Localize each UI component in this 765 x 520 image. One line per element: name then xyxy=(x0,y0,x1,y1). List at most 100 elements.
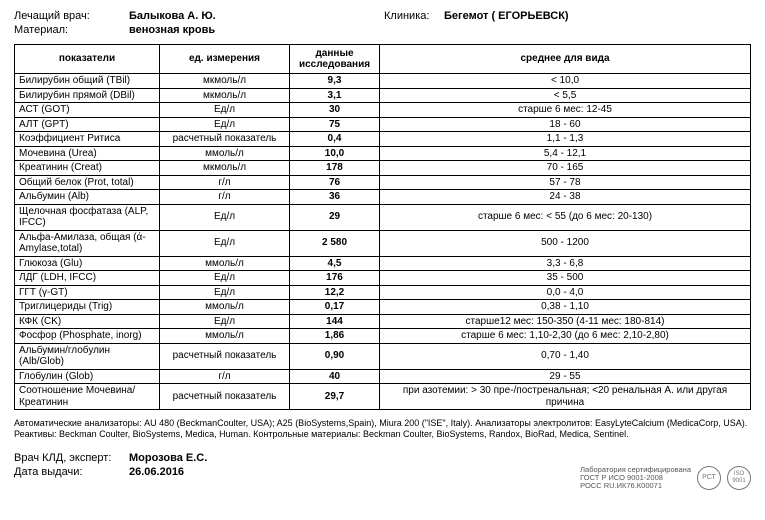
param-name: Билирубин общий (TBil) xyxy=(15,74,160,89)
col-ref: среднее для вида xyxy=(380,45,751,74)
param-ref: 500 - 1200 xyxy=(380,230,751,256)
col-result: данные исследования xyxy=(290,45,380,74)
table-row: Альфа-Амилаза, общая (ά-Amylase,total)Ед… xyxy=(15,230,751,256)
table-row: Альбумин/глобулин (Alb/Glob)расчетный по… xyxy=(15,343,751,369)
param-unit: Ед/л xyxy=(160,103,290,118)
table-row: Соотношение Мочевина/Креатининрасчетный … xyxy=(15,384,751,410)
param-result: 12,2 xyxy=(290,285,380,300)
material-value: венозная кровь xyxy=(129,24,384,36)
param-ref: 70 - 165 xyxy=(380,161,751,176)
table-row: Щелочная фосфатаза (ALP, IFCC)Ед/л29стар… xyxy=(15,204,751,230)
table-row: Мочевина (Urea)ммоль/л10,05,4 - 12,1 xyxy=(15,146,751,161)
param-ref: 1,1 - 1,3 xyxy=(380,132,751,147)
param-unit: ммоль/л xyxy=(160,256,290,271)
param-unit: расчетный показатель xyxy=(160,132,290,147)
analyzers-note: Автоматические анализаторы: AU 480 (Beck… xyxy=(14,418,751,440)
table-row: ЛДГ (LDH, IFCC)Ед/л17635 - 500 xyxy=(15,271,751,286)
iso-stamp-icon: ISO9001 xyxy=(727,466,751,490)
param-name: КФК (CK) xyxy=(15,314,160,329)
param-name: Билирубин прямой (DBil) xyxy=(15,88,160,103)
param-unit: г/л xyxy=(160,369,290,384)
param-unit: г/л xyxy=(160,190,290,205)
param-name: Коэффициент Ритиса xyxy=(15,132,160,147)
certification-block: Лаборатория сертифицирована ГОСТ Р ИСО 9… xyxy=(580,466,751,491)
param-unit: расчетный показатель xyxy=(160,384,290,410)
param-ref: 0,38 - 1,10 xyxy=(380,300,751,315)
report-header: Лечащий врач: Балыкова А. Ю. Клиника: Бе… xyxy=(14,10,751,38)
param-result: 0,90 xyxy=(290,343,380,369)
expert-label: Врач КЛД, эксперт: xyxy=(14,452,129,464)
table-header-row: показатели ед. измерения данные исследов… xyxy=(15,45,751,74)
param-result: 176 xyxy=(290,271,380,286)
param-name: Общий белок (Prot, total) xyxy=(15,175,160,190)
doctor-value: Балыкова А. Ю. xyxy=(129,10,384,22)
param-name: Альбумин (Alb) xyxy=(15,190,160,205)
param-unit: Ед/л xyxy=(160,271,290,286)
param-unit: г/л xyxy=(160,175,290,190)
table-row: КФК (CK)Ед/л144старше12 мес: 150-350 (4-… xyxy=(15,314,751,329)
param-unit: ммоль/л xyxy=(160,300,290,315)
param-result: 36 xyxy=(290,190,380,205)
param-result: 4,5 xyxy=(290,256,380,271)
param-name: Альбумин/глобулин (Alb/Glob) xyxy=(15,343,160,369)
param-unit: мкмоль/л xyxy=(160,74,290,89)
param-ref: < 5,5 xyxy=(380,88,751,103)
material-label: Материал: xyxy=(14,24,129,36)
param-unit: Ед/л xyxy=(160,230,290,256)
param-result: 40 xyxy=(290,369,380,384)
table-row: Билирубин общий (TBil)мкмоль/л9,3< 10,0 xyxy=(15,74,751,89)
param-unit: мкмоль/л xyxy=(160,161,290,176)
param-ref: старше 6 мес: 12-45 xyxy=(380,103,751,118)
param-ref: старше12 мес: 150-350 (4-11 мес: 180-814… xyxy=(380,314,751,329)
table-row: АСТ (GOT)Ед/л30старше 6 мес: 12-45 xyxy=(15,103,751,118)
param-name: Креатинин (Creat) xyxy=(15,161,160,176)
table-row: Коэффициент Ритисарасчетный показатель0,… xyxy=(15,132,751,147)
param-unit: ммоль/л xyxy=(160,146,290,161)
table-row: ГГТ (γ-GT)Ед/л12,20,0 - 4,0 xyxy=(15,285,751,300)
param-name: Мочевина (Urea) xyxy=(15,146,160,161)
param-result: 144 xyxy=(290,314,380,329)
param-result: 2 580 xyxy=(290,230,380,256)
table-row: Глюкоза (Glu)ммоль/л4,53,3 - 6,8 xyxy=(15,256,751,271)
param-unit: мкмоль/л xyxy=(160,88,290,103)
param-result: 29 xyxy=(290,204,380,230)
param-ref: 35 - 500 xyxy=(380,271,751,286)
signature-block: Врач КЛД, эксперт: Морозова Е.С. xyxy=(14,452,751,464)
param-unit: расчетный показатель xyxy=(160,343,290,369)
table-row: Общий белок (Prot, total)г/л7657 - 78 xyxy=(15,175,751,190)
param-result: 9,3 xyxy=(290,74,380,89)
table-row: Фосфор (Phosphate, inorg)ммоль/л1,86стар… xyxy=(15,329,751,344)
param-name: ГГТ (γ-GT) xyxy=(15,285,160,300)
param-result: 178 xyxy=(290,161,380,176)
param-ref: < 10,0 xyxy=(380,74,751,89)
param-ref: 29 - 55 xyxy=(380,369,751,384)
param-ref: 5,4 - 12,1 xyxy=(380,146,751,161)
param-ref: 0,70 - 1,40 xyxy=(380,343,751,369)
param-result: 10,0 xyxy=(290,146,380,161)
param-name: АЛТ (GPT) xyxy=(15,117,160,132)
param-ref: старше 6 мес: 1,10-2,30 (до 6 мес: 2,10-… xyxy=(380,329,751,344)
col-param: показатели xyxy=(15,45,160,74)
param-name: Щелочная фосфатаза (ALP, IFCC) xyxy=(15,204,160,230)
table-row: Триглицериды (Trig)ммоль/л0,170,38 - 1,1… xyxy=(15,300,751,315)
param-unit: Ед/л xyxy=(160,117,290,132)
param-name: ЛДГ (LDH, IFCC) xyxy=(15,271,160,286)
doctor-label: Лечащий врач: xyxy=(14,10,129,22)
table-row: АЛТ (GPT)Ед/л7518 - 60 xyxy=(15,117,751,132)
param-result: 75 xyxy=(290,117,380,132)
expert-value: Морозова Е.С. xyxy=(129,452,207,464)
gost-stamp-icon: РСТ xyxy=(697,466,721,490)
param-result: 0,17 xyxy=(290,300,380,315)
cert-line3: РОСС RU.ИК76.К00071 xyxy=(580,482,691,490)
col-unit: ед. измерения xyxy=(160,45,290,74)
table-row: Креатинин (Creat)мкмоль/л17870 - 165 xyxy=(15,161,751,176)
param-unit: ммоль/л xyxy=(160,329,290,344)
lab-results-table: показатели ед. измерения данные исследов… xyxy=(14,44,751,410)
param-name: Глюкоза (Glu) xyxy=(15,256,160,271)
param-result: 30 xyxy=(290,103,380,118)
param-ref: 0,0 - 4,0 xyxy=(380,285,751,300)
clinic-label: Клиника: xyxy=(384,10,444,22)
param-name: Глобулин (Glob) xyxy=(15,369,160,384)
param-unit: Ед/л xyxy=(160,204,290,230)
param-ref: старше 6 мес: < 55 (до 6 мес: 20-130) xyxy=(380,204,751,230)
